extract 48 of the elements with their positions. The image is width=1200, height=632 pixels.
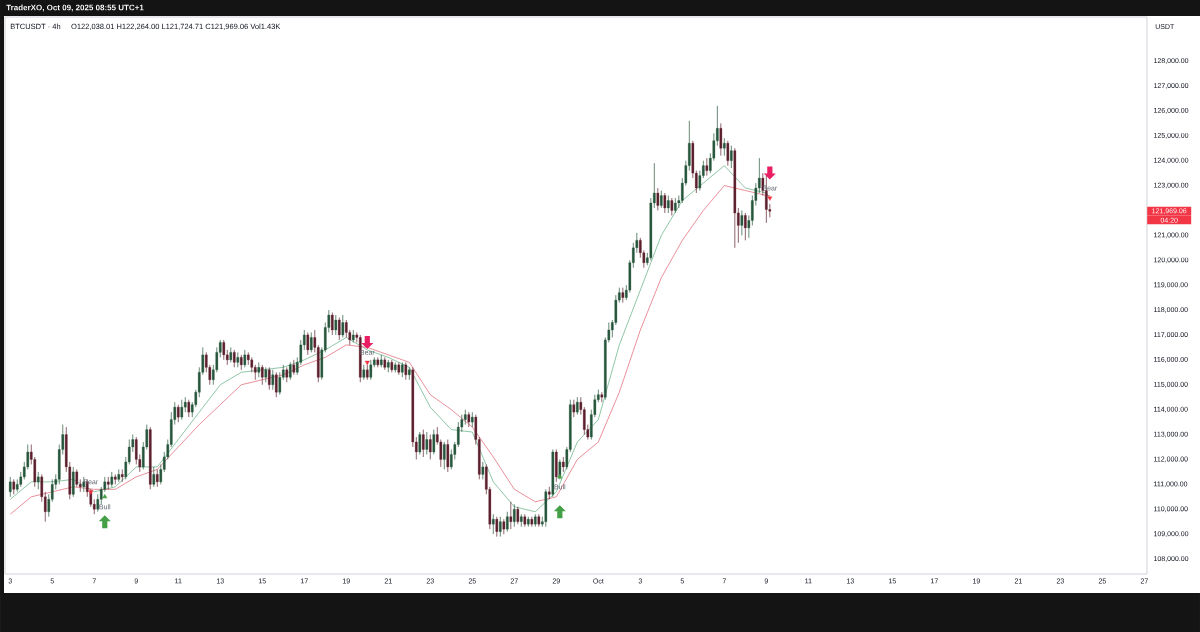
point bbox=[98, 515, 111, 529]
candlestick bbox=[334, 314, 338, 336]
point bbox=[102, 494, 108, 499]
candlestick bbox=[338, 317, 341, 341]
candlestick bbox=[730, 145, 733, 169]
candlestick bbox=[9, 476, 12, 498]
candlestick bbox=[432, 429, 436, 455]
candlestick bbox=[492, 513, 495, 535]
candlestick bbox=[418, 431, 422, 455]
candlestick bbox=[425, 431, 429, 455]
candlestick bbox=[726, 140, 730, 166]
candlestick bbox=[422, 429, 425, 458]
candlestick bbox=[261, 364, 264, 386]
text: TraderXO, Oct 09, 2025 08:55 UTC+1 bbox=[6, 4, 144, 12]
candlestick bbox=[506, 511, 509, 533]
candlestick bbox=[499, 516, 502, 537]
candlestick bbox=[331, 312, 334, 336]
candlestick bbox=[306, 332, 310, 356]
candlestick bbox=[72, 466, 75, 498]
point bbox=[364, 360, 370, 366]
point bbox=[361, 335, 374, 349]
candlestick bbox=[509, 501, 513, 530]
candlestick bbox=[180, 399, 184, 420]
candlestick bbox=[464, 409, 467, 425]
point bbox=[88, 490, 94, 495]
candlestick bbox=[121, 469, 124, 483]
candlestick bbox=[443, 441, 446, 470]
candlestick bbox=[429, 434, 432, 460]
candlestick bbox=[222, 339, 226, 361]
candlestick bbox=[513, 503, 516, 528]
candlestick bbox=[310, 332, 313, 353]
point bbox=[767, 196, 773, 201]
candlestick bbox=[740, 210, 744, 236]
candlestick bbox=[275, 371, 278, 398]
point bbox=[553, 505, 566, 519]
candlestick bbox=[621, 287, 625, 303]
candlestick bbox=[705, 157, 709, 176]
candlestick bbox=[257, 361, 261, 378]
candlestick bbox=[271, 369, 275, 391]
candlestick bbox=[82, 476, 86, 493]
candlestick bbox=[236, 352, 240, 368]
point bbox=[557, 474, 563, 479]
candlestick bbox=[446, 439, 450, 473]
point bbox=[763, 166, 776, 180]
candlestick bbox=[268, 366, 271, 391]
candlestick bbox=[744, 212, 747, 241]
candlestick bbox=[495, 516, 499, 537]
candlestick bbox=[723, 137, 726, 157]
